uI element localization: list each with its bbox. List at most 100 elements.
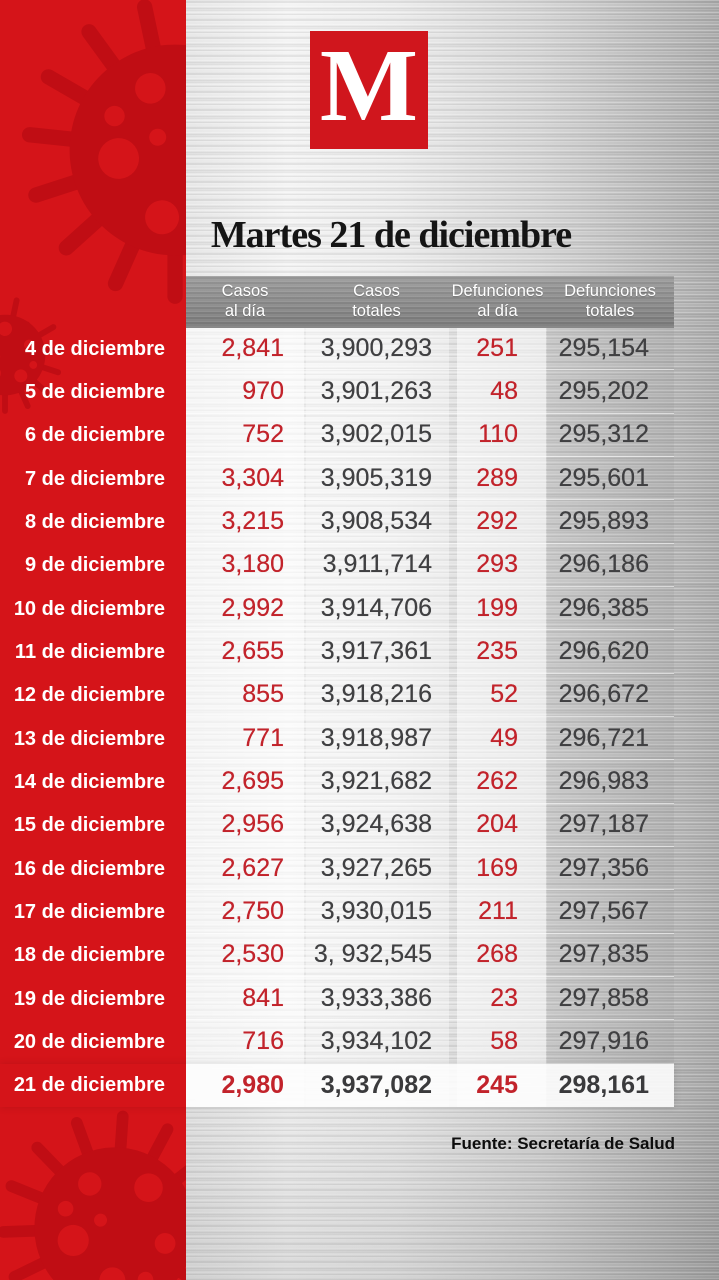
casos-totales-value: 3,934,102	[304, 1020, 449, 1064]
casos-al-dia-value: 2,750	[186, 890, 304, 934]
defunciones-al-dia-value: 292	[449, 500, 546, 544]
header-defunciones-totales: Defunciones totales	[564, 281, 656, 320]
casos-totales-value: 3,918,216	[304, 674, 449, 717]
table-row: 11 de diciembre 2,655 3,917,361 235 296,…	[0, 630, 674, 674]
date-label: 17 de diciembre	[13, 900, 165, 923]
casos-al-dia-value: 2,655	[186, 630, 304, 674]
defunciones-al-dia-value: 199	[449, 587, 546, 631]
casos-al-dia-value: 2,627	[186, 847, 304, 891]
defunciones-totales-value: 295,601	[546, 457, 674, 501]
defunciones-totales-value: 297,835	[546, 934, 674, 977]
date-label: 13 de diciembre	[13, 727, 165, 750]
milenio-m-letter: M	[319, 28, 419, 143]
casos-totales-value: 3,927,265	[304, 847, 449, 891]
defunciones-al-dia-value: 204	[449, 804, 546, 847]
defunciones-totales-value: 296,620	[546, 630, 674, 674]
table-row: 16 de diciembre 2,627 3,927,265 169 297,…	[0, 847, 674, 891]
date-label: 8 de diciembre	[24, 510, 165, 533]
date-label: 12 de diciembre	[13, 684, 165, 707]
table-row: 20 de diciembre 716 3,934,102 58 297,916	[0, 1020, 674, 1064]
table-row: 6 de diciembre 752 3,902,015 110 295,312	[0, 414, 674, 457]
header-defunciones-al-dia: Defunciones al día	[451, 281, 544, 320]
table-row: 14 de diciembre 2,695 3,921,682 262 296,…	[0, 760, 674, 804]
table-row: 8 de diciembre 3,215 3,908,534 292 295,8…	[0, 500, 674, 544]
date-label: 11 de diciembre	[14, 640, 165, 663]
table-header: Casos al día Casos totales Defunciones a…	[186, 276, 674, 328]
table-row: 7 de diciembre 3,304 3,905,319 289 295,6…	[0, 457, 674, 501]
date-label: 20 de diciembre	[13, 1030, 165, 1053]
defunciones-al-dia-value: 52	[449, 674, 546, 717]
casos-totales-value: 3, 932,545	[304, 934, 449, 977]
defunciones-totales-value: 297,916	[546, 1020, 674, 1064]
casos-totales-value: 3,902,015	[304, 414, 449, 457]
defunciones-al-dia-value: 48	[449, 370, 546, 414]
casos-totales-value: 3,911,714	[304, 544, 449, 587]
casos-al-dia-value: 3,180	[186, 544, 304, 587]
date-label: 4 de diciembre	[24, 337, 165, 360]
casos-totales-value: 3,901,263	[304, 370, 449, 414]
casos-al-dia-value: 2,956	[186, 804, 304, 847]
date-label: 10 de diciembre	[13, 597, 165, 620]
table-row: 12 de diciembre 855 3,918,216 52 296,672	[0, 674, 674, 717]
table-row: 18 de diciembre 2,530 3, 932,545 268 297…	[0, 934, 674, 977]
date-label: 5 de diciembre	[24, 380, 165, 403]
date-label: 9 de diciembre	[24, 554, 165, 577]
defunciones-al-dia-value: 289	[449, 457, 546, 501]
defunciones-al-dia-value: 262	[449, 760, 546, 804]
casos-al-dia-value: 2,695	[186, 760, 304, 804]
virus-icon	[0, 0, 186, 333]
date-label: 14 de diciembre	[13, 770, 165, 793]
defunciones-al-dia-value: 211	[449, 890, 546, 934]
column-band-casos-al-dia	[186, 327, 304, 1107]
table-row: 9 de diciembre 3,180 3,911,714 293 296,1…	[0, 544, 674, 587]
source-note: Fuente: Secretaría de Salud	[451, 1134, 675, 1153]
casos-totales-value: 3,908,534	[304, 500, 449, 544]
defunciones-al-dia-value: 49	[449, 717, 546, 761]
casos-totales-value: 3,921,682	[304, 760, 449, 804]
defunciones-al-dia-value: 245	[449, 1063, 546, 1107]
defunciones-totales-value: 296,721	[546, 717, 674, 761]
table-row: 17 de diciembre 2,750 3,930,015 211 297,…	[0, 890, 674, 934]
defunciones-totales-value: 296,385	[546, 587, 674, 631]
defunciones-al-dia-value: 23	[449, 977, 546, 1021]
casos-al-dia-value: 771	[186, 717, 304, 761]
casos-totales-value: 3,930,015	[304, 890, 449, 934]
casos-totales-value: 3,918,987	[304, 717, 449, 761]
defunciones-al-dia-value: 293	[449, 544, 546, 587]
casos-al-dia-value: 970	[186, 370, 304, 414]
date-label: 6 de diciembre	[24, 424, 165, 447]
defunciones-totales-value: 298,161	[546, 1063, 674, 1107]
table-row: 4 de diciembre 2,841 3,900,293 251 295,1…	[0, 327, 674, 371]
defunciones-totales-value: 295,202	[546, 370, 674, 414]
defunciones-totales-value: 296,672	[546, 674, 674, 717]
defunciones-totales-value: 297,356	[546, 847, 674, 891]
column-band-defunciones-totales	[547, 327, 674, 1107]
red-side-panel	[0, 0, 186, 1280]
column-band-casos-totales	[306, 327, 449, 1107]
casos-al-dia-value: 2,980	[186, 1063, 304, 1107]
defunciones-totales-value: 297,858	[546, 977, 674, 1021]
defunciones-al-dia-value: 251	[449, 327, 546, 371]
date-label: 19 de diciembre	[13, 987, 165, 1010]
casos-totales-value: 3,924,638	[304, 804, 449, 847]
table-row: 21 de diciembre 2,980 3,937,082 245 298,…	[0, 1063, 674, 1107]
table-row: 5 de diciembre 970 3,901,263 48 295,202	[0, 370, 674, 414]
date-label: 21 de diciembre	[13, 1074, 165, 1097]
defunciones-totales-value: 295,312	[546, 414, 674, 457]
casos-al-dia-value: 2,530	[186, 934, 304, 977]
defunciones-al-dia-value: 235	[449, 630, 546, 674]
defunciones-totales-value: 295,893	[546, 500, 674, 544]
casos-al-dia-value: 841	[186, 977, 304, 1021]
milenio-logo: M	[310, 31, 428, 149]
casos-totales-value: 3,933,386	[304, 977, 449, 1021]
header-casos-al-dia: Casos al día	[221, 281, 269, 320]
date-label: 16 de diciembre	[13, 857, 165, 880]
casos-al-dia-value: 2,992	[186, 587, 304, 631]
casos-totales-value: 3,914,706	[304, 587, 449, 631]
table-row: 13 de diciembre 771 3,918,987 49 296,721	[0, 717, 674, 761]
casos-totales-value: 3,905,319	[304, 457, 449, 501]
casos-al-dia-value: 3,304	[186, 457, 304, 501]
defunciones-totales-value: 297,187	[546, 804, 674, 847]
casos-al-dia-value: 752	[186, 414, 304, 457]
